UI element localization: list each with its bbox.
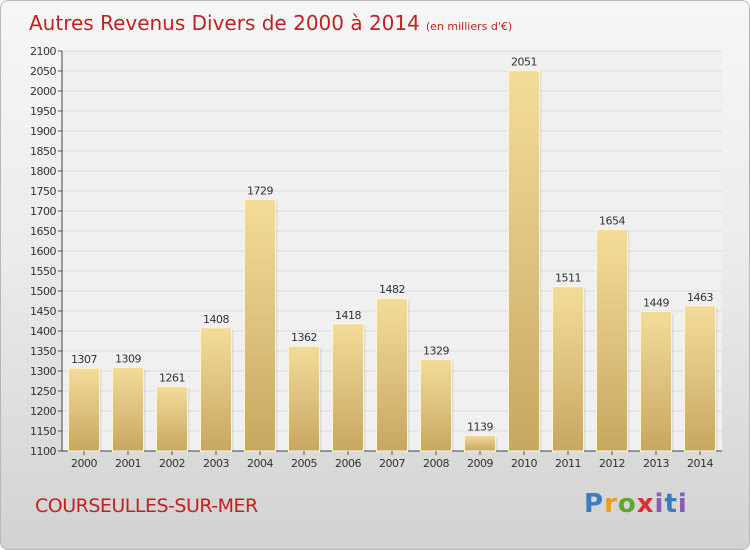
bar-2005	[288, 345, 320, 452]
x-tick-label: 2014	[687, 457, 713, 470]
y-tick-label: 1250	[30, 385, 56, 398]
place-name: COURSEULLES-SUR-MER	[35, 495, 258, 517]
bar-2002	[156, 386, 188, 452]
x-tick-label: 2007	[379, 457, 405, 470]
bar-2000	[68, 367, 100, 452]
y-tick-label: 1800	[30, 165, 56, 178]
x-tick-label: 2005	[291, 457, 317, 470]
bar-2013	[640, 310, 672, 452]
bar-2007	[376, 297, 408, 452]
bar-value-label: 1329	[423, 344, 449, 357]
bar-2001	[112, 366, 144, 452]
y-tick-label: 2100	[30, 45, 56, 58]
bar-2011	[552, 286, 584, 452]
bar-value-label: 1463	[687, 291, 713, 304]
bar-value-label: 2051	[511, 56, 537, 69]
chart-title: Autres Revenus Divers de 2000 à 2014 (en …	[29, 11, 512, 35]
bar-value-label: 1449	[643, 296, 669, 309]
y-tick-label: 1700	[30, 205, 56, 218]
x-tick-label: 2003	[203, 457, 229, 470]
bar-value-label: 1362	[291, 331, 317, 344]
bar-2014	[684, 305, 716, 452]
bar-2003	[200, 327, 232, 452]
y-tick-label: 1350	[30, 345, 56, 358]
bar-2004	[244, 198, 276, 452]
y-tick-label: 1150	[30, 425, 56, 438]
proxiti-logo: Proxiti	[584, 489, 688, 519]
bar-value-label: 1139	[467, 420, 493, 433]
x-tick-label: 2011	[555, 457, 581, 470]
bar-value-label: 1729	[247, 184, 273, 197]
x-tick-label: 2004	[247, 457, 273, 470]
y-tick-label: 1300	[30, 365, 56, 378]
y-tick-label: 2050	[30, 65, 56, 78]
y-tick-label: 1500	[30, 285, 56, 298]
y-tick-label: 1100	[30, 445, 56, 458]
y-tick-label: 1950	[30, 105, 56, 118]
y-tick-label: 1900	[30, 125, 56, 138]
bar-value-label: 1408	[203, 313, 229, 326]
x-tick-label: 2013	[643, 457, 669, 470]
x-tick-label: 2008	[423, 457, 449, 470]
bar-2006	[332, 323, 364, 452]
bar-2010	[508, 70, 540, 452]
bar-value-label: 1261	[159, 372, 185, 385]
bar-2009	[464, 434, 496, 452]
x-tick-label: 2010	[511, 457, 537, 470]
x-tick-label: 2012	[599, 457, 625, 470]
x-tick-label: 2001	[115, 457, 141, 470]
bar-value-label: 1418	[335, 309, 361, 322]
y-tick-label: 1750	[30, 185, 56, 198]
bar-value-label: 1654	[599, 214, 625, 227]
y-tick-label: 1600	[30, 245, 56, 258]
y-tick-label: 1200	[30, 405, 56, 418]
bar-value-label: 1511	[555, 272, 581, 285]
y-tick-label: 1650	[30, 225, 56, 238]
bar-value-label: 1482	[379, 283, 405, 296]
x-tick-label: 2002	[159, 457, 185, 470]
x-tick-label: 2000	[71, 457, 97, 470]
y-tick-label: 1550	[30, 265, 56, 278]
bar-value-label: 1307	[71, 353, 97, 366]
y-tick-label: 1450	[30, 305, 56, 318]
chart-title-text: Autres Revenus Divers de 2000 à 2014	[29, 11, 420, 35]
y-tick-label: 2000	[30, 85, 56, 98]
y-tick-label: 1400	[30, 325, 56, 338]
y-tick-label: 1850	[30, 145, 56, 158]
chart-subtitle: (en milliers d'€)	[425, 20, 513, 33]
bar-value-label: 1309	[115, 352, 141, 365]
bar-2012	[596, 228, 628, 452]
x-tick-label: 2006	[335, 457, 361, 470]
bar-2008	[420, 358, 452, 452]
x-tick-label: 2009	[467, 457, 493, 470]
